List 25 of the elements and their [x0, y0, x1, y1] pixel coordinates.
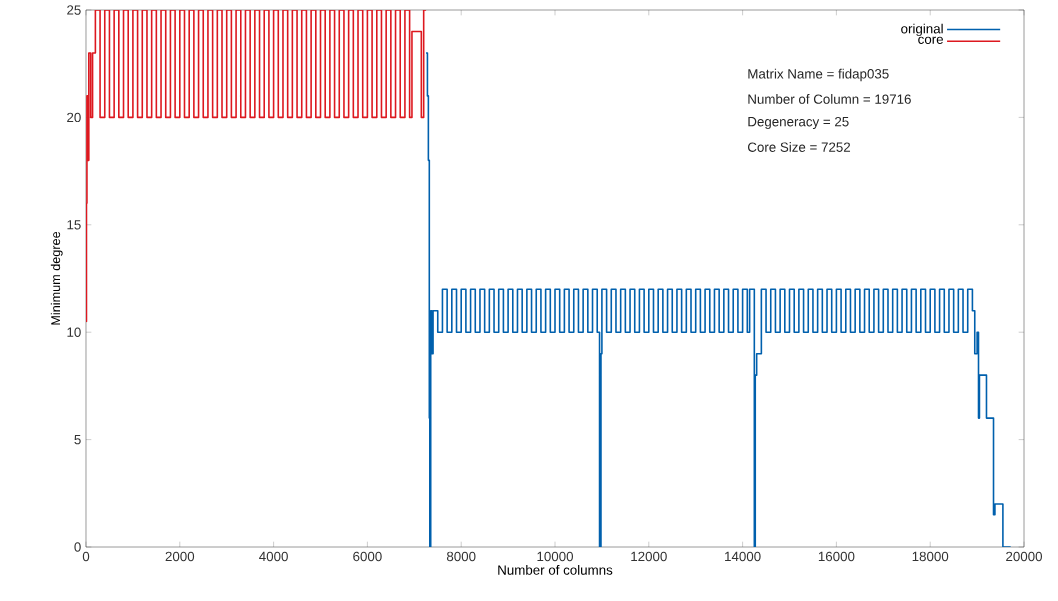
x-tick-label: 4000: [259, 551, 288, 562]
y-tick-label: 20: [67, 112, 81, 123]
legend-label: core: [918, 36, 943, 44]
y-axis-title: Minimum degree: [50, 231, 63, 325]
annotation: Number of Column = 19716: [748, 94, 911, 104]
y-tick-label: 25: [67, 5, 81, 15]
x-tick-label: 6000: [353, 551, 382, 562]
y-tick-label: 15: [67, 220, 81, 230]
y-tick-label: 5: [74, 434, 81, 445]
annotation: Degeneracy = 25: [748, 116, 849, 130]
x-tick-label: 2000: [165, 551, 195, 562]
x-tick-label: 16000: [818, 551, 855, 562]
x-tick-label: 8000: [446, 551, 476, 562]
x-tick-label: 20000: [1006, 551, 1043, 562]
y-tick-label: 10: [67, 327, 81, 337]
x-axis-title: Number of columns: [498, 564, 613, 575]
x-tick-label: 12000: [631, 551, 667, 562]
legend-label: original: [901, 23, 943, 37]
annotation: Core Size = 7252: [747, 142, 851, 152]
x-tick-label: 18000: [912, 551, 949, 562]
x-tick-label: 0: [82, 551, 90, 562]
x-tick-label: 14000: [725, 551, 761, 562]
x-tick-label: 10000: [537, 551, 574, 562]
annotation: Matrix Name = fidap035: [748, 68, 889, 82]
y-tick-label: 0: [74, 542, 81, 552]
